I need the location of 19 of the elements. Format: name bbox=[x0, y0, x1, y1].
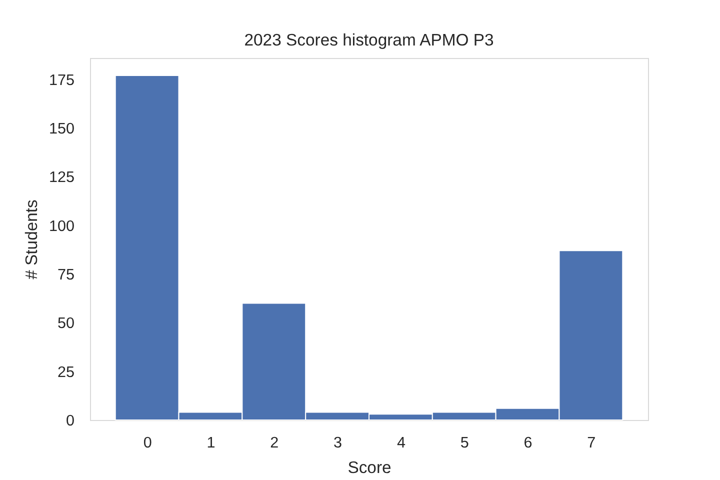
y-tick-label: 100 bbox=[48, 218, 74, 235]
x-axis-title: Score bbox=[348, 458, 392, 477]
y-axis-title: # Students bbox=[22, 200, 41, 280]
x-tick-label: 5 bbox=[460, 434, 469, 452]
x-tick-label: 0 bbox=[143, 434, 152, 452]
x-tick-label: 7 bbox=[587, 434, 596, 452]
x-tick-label: 3 bbox=[334, 434, 342, 452]
chart-title: 2023 Scores histogram APMO P3 bbox=[244, 30, 494, 50]
y-tick-label: 175 bbox=[48, 72, 74, 89]
x-tick-label: 1 bbox=[206, 434, 216, 452]
y-tick-label: 75 bbox=[57, 266, 74, 284]
y-tick-label: 50 bbox=[57, 315, 74, 332]
y-tick-label: 150 bbox=[48, 120, 74, 138]
x-tick-label: 2 bbox=[270, 434, 279, 452]
y-tick-label: 25 bbox=[57, 364, 74, 381]
y-tick-label: 125 bbox=[48, 169, 74, 186]
x-tick-label: 6 bbox=[524, 434, 532, 452]
x-tick-label: 4 bbox=[396, 434, 406, 452]
y-tick-label: 0 bbox=[66, 412, 74, 430]
